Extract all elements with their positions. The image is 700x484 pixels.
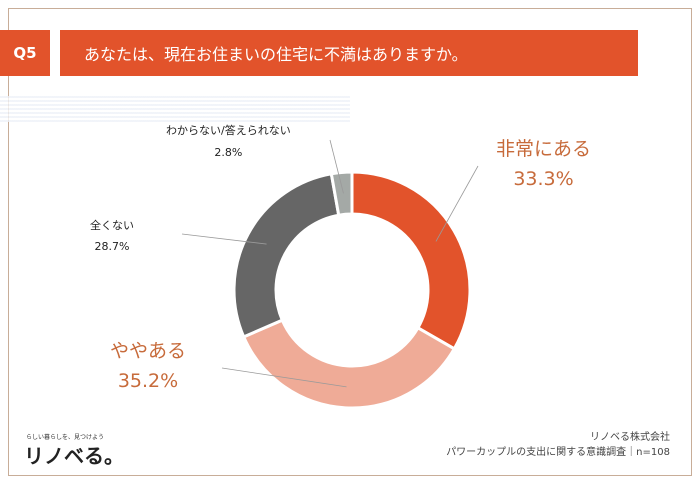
category-label: ややある [110,340,187,362]
value-label: 28.7% [94,239,130,253]
leader-line [181,233,267,245]
category-label: 全くない [90,219,134,232]
value-label: 35.2% [117,370,179,393]
leader-line [435,165,479,242]
faded-text-artifact [0,96,350,122]
label-somewhat: ややある 35.2% [110,336,186,397]
footer-survey: パワーカップルの支出に関する意識調査｜n=108 [446,447,670,458]
slice-not-at-all [232,172,341,339]
value-label: 33.3% [513,168,574,191]
footer-company: リノベる株式会社 [590,432,670,443]
brand-logo: リノベる。 [24,444,124,468]
leader-line [329,139,344,194]
category-label: 非常にある [496,138,592,160]
brand-tagline: らしい暮らしを、見つけよう [26,434,105,441]
label-dont-know: わからない/答えられない 2.8% [166,120,291,164]
chart-frame [8,8,692,476]
leader-line [221,367,347,388]
question-title: あなたは、現在お住まいの住宅に不満はありますか。 [60,30,638,76]
slice-somewhat [241,318,457,410]
label-not-at-all: 全くない 28.7% [90,216,134,258]
value-label: 2.8% [214,146,243,159]
label-very-much: 非常にある 33.3% [496,134,591,195]
category-label: わからない/答えられない [166,124,291,137]
question-number: Q5 [0,30,50,76]
slice-very-much [350,170,472,351]
footer: リノベる株式会社 パワーカップルの支出に関する意識調査｜n=108 [446,430,670,460]
